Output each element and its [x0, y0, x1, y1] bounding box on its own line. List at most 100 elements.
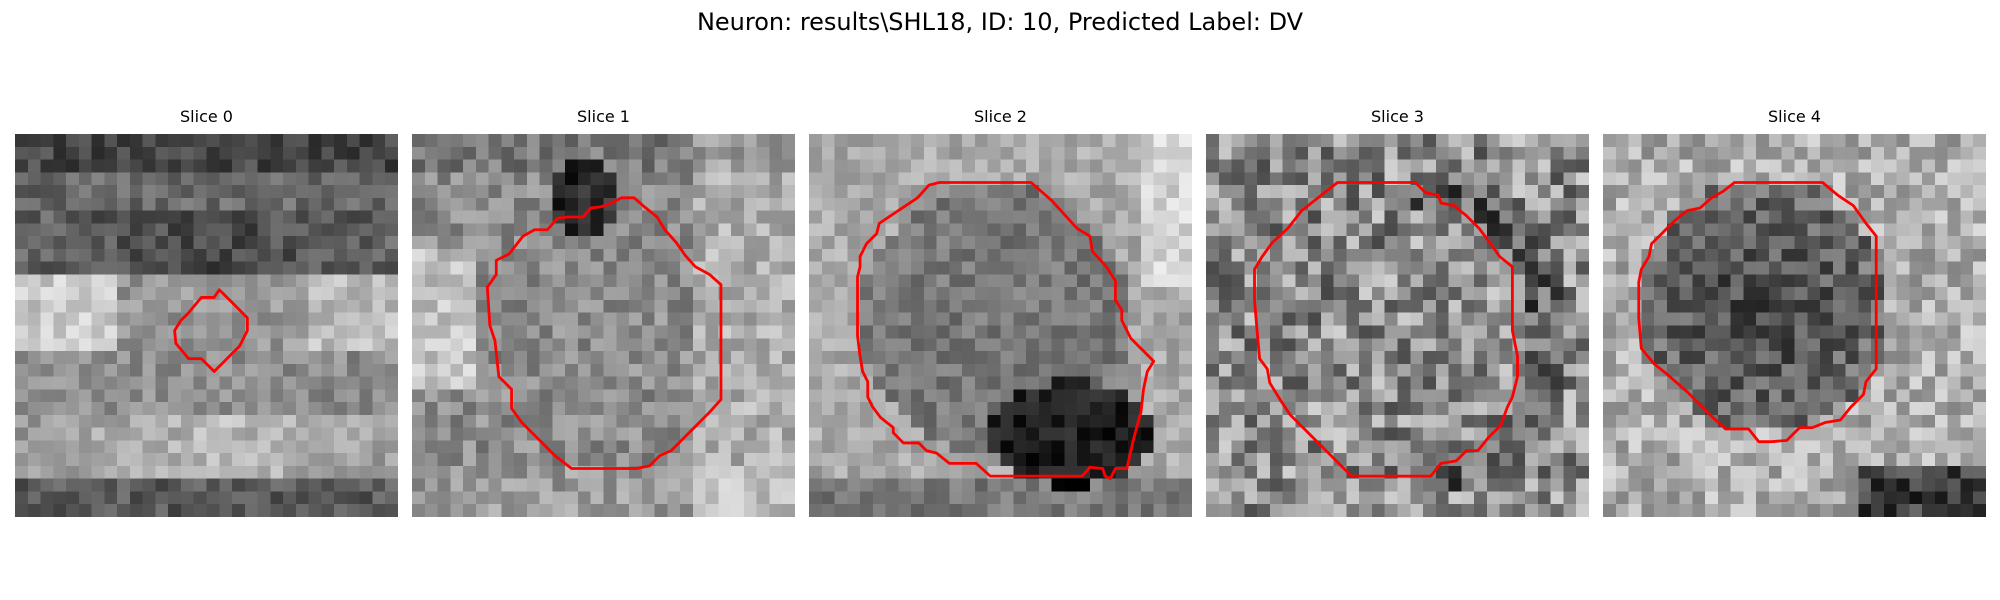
- pixel: [692, 146, 706, 160]
- pixel: [1397, 159, 1411, 173]
- pixel: [1960, 376, 1974, 390]
- pixel: [283, 414, 297, 428]
- pixel: [1717, 274, 1731, 288]
- pixel: [872, 134, 886, 148]
- pixel: [1423, 351, 1437, 365]
- pixel: [488, 427, 502, 441]
- pixel: [1883, 146, 1897, 160]
- pixel: [1448, 134, 1462, 148]
- pixel: [27, 274, 41, 288]
- pixel: [437, 146, 451, 160]
- pixel: [847, 261, 861, 275]
- pixel: [1807, 465, 1821, 479]
- pixel: [1308, 299, 1322, 313]
- pixel: [359, 453, 373, 467]
- pixel: [514, 248, 528, 262]
- pixel: [501, 274, 515, 288]
- pixel: [232, 453, 246, 467]
- pixel: [616, 427, 630, 441]
- pixel: [463, 453, 477, 467]
- pixel: [834, 414, 848, 428]
- pixel: [1115, 478, 1129, 492]
- pixel: [821, 453, 835, 467]
- pixel: [1705, 427, 1719, 441]
- pixel: [1743, 440, 1757, 454]
- pixel: [680, 146, 694, 160]
- pixel: [1269, 236, 1283, 250]
- pixel: [782, 376, 795, 390]
- pixel: [885, 197, 899, 211]
- pixel: [142, 440, 156, 454]
- pixel: [488, 491, 502, 505]
- pixel: [885, 159, 899, 173]
- pixel: [692, 363, 706, 377]
- pixel: [987, 134, 1001, 148]
- pixel: [629, 248, 643, 262]
- pixel: [1115, 185, 1129, 199]
- pixel: [437, 287, 451, 301]
- pixel: [308, 389, 322, 403]
- pixel: [1730, 299, 1744, 313]
- pixel: [1077, 134, 1091, 148]
- pixel: [590, 376, 604, 390]
- pixel: [257, 261, 271, 275]
- pixel: [1654, 504, 1668, 517]
- pixel: [809, 376, 823, 390]
- pixel: [1089, 261, 1103, 275]
- pixel: [654, 134, 668, 148]
- pixel: [475, 453, 489, 467]
- pixel: [1743, 351, 1757, 365]
- pixel: [424, 197, 438, 211]
- pixel: [334, 376, 348, 390]
- pixel: [565, 299, 579, 313]
- pixel: [257, 376, 271, 390]
- pixel: [1333, 414, 1347, 428]
- pixel: [1807, 185, 1821, 199]
- pixel: [1550, 248, 1564, 262]
- pixel: [1486, 351, 1500, 365]
- pixel: [385, 172, 398, 186]
- pixel: [1756, 197, 1770, 211]
- pixel: [321, 312, 335, 326]
- pixel: [219, 363, 233, 377]
- pixel: [1832, 197, 1846, 211]
- pixel: [346, 287, 360, 301]
- pixel: [1883, 210, 1897, 224]
- pixel: [1153, 210, 1167, 224]
- pixel: [104, 427, 118, 441]
- pixel: [129, 223, 143, 237]
- pixel: [270, 414, 284, 428]
- pixel: [450, 197, 464, 211]
- pixel: [756, 312, 770, 326]
- pixel: [692, 287, 706, 301]
- pixel: [1756, 223, 1770, 237]
- pixel: [936, 440, 950, 454]
- pixel: [756, 248, 770, 262]
- pixel: [1730, 210, 1744, 224]
- pixel: [1883, 453, 1897, 467]
- pixel: [936, 274, 950, 288]
- pixel: [308, 299, 322, 313]
- pixel: [1832, 287, 1846, 301]
- pixel: [1576, 491, 1589, 505]
- pixel: [488, 197, 502, 211]
- pixel: [219, 248, 233, 262]
- pixel: [974, 134, 988, 148]
- pixel: [1679, 325, 1693, 339]
- pixel: [1743, 248, 1757, 262]
- pixel: [1435, 504, 1449, 517]
- pixel: [219, 146, 233, 160]
- pixel: [1448, 414, 1462, 428]
- pixel: [923, 363, 937, 377]
- pixel: [1089, 223, 1103, 237]
- pixel: [40, 351, 54, 365]
- pixel: [295, 402, 309, 416]
- pixel: [1038, 312, 1052, 326]
- pixel: [1153, 491, 1167, 505]
- pixel: [1359, 325, 1373, 339]
- pixel: [1371, 210, 1385, 224]
- pixel: [590, 312, 604, 326]
- pixel: [1231, 491, 1245, 505]
- pixel: [488, 389, 502, 403]
- pixel: [129, 159, 143, 173]
